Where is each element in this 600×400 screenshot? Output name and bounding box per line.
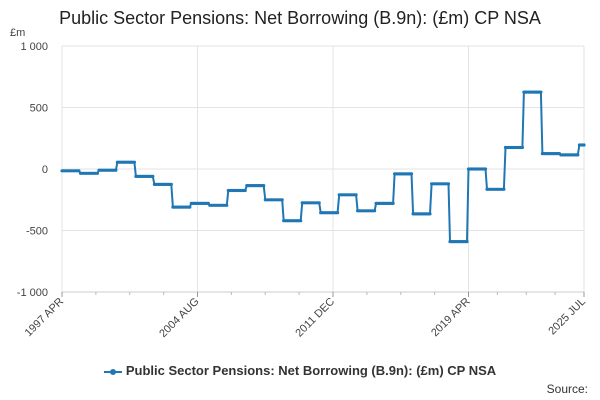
- data-point: [576, 153, 580, 157]
- series-layer: [60, 90, 586, 244]
- data-point: [225, 203, 229, 207]
- y-tick-label: -1 000: [17, 287, 48, 299]
- data-point: [354, 193, 358, 197]
- chart-title: Public Sector Pensions: Net Borrowing (B…: [59, 8, 541, 28]
- data-point: [299, 219, 303, 223]
- data-point: [151, 174, 155, 178]
- data-point: [409, 172, 414, 176]
- data-point: [446, 182, 451, 186]
- data-point: [169, 182, 173, 186]
- data-point: [373, 209, 377, 213]
- data-point: [465, 240, 469, 244]
- data-point: [243, 188, 247, 193]
- data-point: [95, 171, 99, 175]
- y-axis-label: £m: [10, 27, 25, 39]
- x-tick-label: 2025 JUL: [546, 296, 588, 338]
- y-axis: 1 000 500 0 -500 -1 000: [17, 41, 48, 299]
- data-point: [336, 211, 340, 215]
- data-point: [539, 90, 543, 94]
- data-point: [520, 145, 525, 150]
- y-tick-label: -500: [26, 226, 48, 238]
- grid-lines: [61, 45, 585, 293]
- y-tick-label: 0: [42, 164, 48, 176]
- legend-entry: Public Sector Pensions: Net Borrowing (B…: [125, 363, 497, 378]
- data-point: [483, 167, 488, 171]
- x-axis: 1997 APR 2004 AUG 2011 DEC 2019 APR 2025 JUL: [23, 291, 588, 340]
- data-point: [502, 187, 506, 191]
- data-point: [317, 201, 321, 205]
- data-point: [188, 205, 192, 209]
- y-tick-label: 1 000: [20, 41, 48, 53]
- x-tick-label: 2004 AUG: [157, 296, 201, 340]
- x-tick-label: 2019 APR: [429, 296, 473, 340]
- y-tick-label: 500: [30, 103, 48, 115]
- data-point: [132, 160, 136, 164]
- legend: Public Sector Pensions: Net Borrowing (B…: [0, 363, 600, 378]
- data-point: [391, 201, 395, 205]
- x-tick-label: 2011 DEC: [293, 296, 337, 340]
- data-point: [280, 198, 284, 202]
- data-point: [77, 169, 81, 173]
- source-label: Source:: [546, 382, 588, 396]
- data-point: [582, 143, 586, 147]
- legend-swatch: [103, 368, 122, 375]
- data-point: [262, 184, 266, 188]
- x-tick-label: 1997 APR: [23, 296, 67, 340]
- data-point: [428, 212, 432, 216]
- series-line: [62, 91, 584, 243]
- data-point: [114, 168, 118, 172]
